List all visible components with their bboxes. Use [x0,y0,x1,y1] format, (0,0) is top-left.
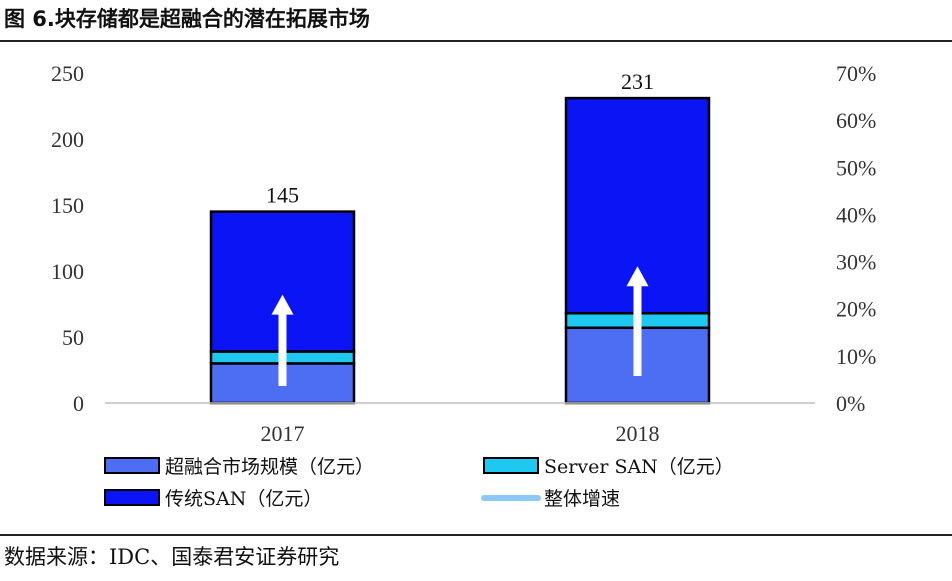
legend: 超融合市场规模（亿元） Server SAN（亿元） 传统SAN（亿元） 整体增速 [104,456,734,510]
y-tick-label: 250 [51,61,84,86]
bar-total-label: 231 [621,69,654,94]
bar-total-label: 145 [266,183,299,208]
growth-arrow-head [271,294,294,315]
legend-swatch [483,457,539,474]
y-tick-label: 200 [51,127,84,152]
legend-label: 整体增速 [544,488,620,510]
top-rule [0,40,952,42]
axes-layer: 0 50 100 150 200 250 0% 10% 20% 30% 40% 50% 60% 70% 20… [51,61,876,446]
y-tick-label: 50 [62,325,84,350]
y-tick-label: 0 [73,391,84,416]
legend-swatch [104,489,160,506]
y2-tick-label: 40% [836,202,876,227]
legend-item-growth: 整体增速 [481,488,620,510]
y-tick-label: 100 [51,259,84,284]
x-tick-label: 2018 [616,421,660,446]
legend-label: 超融合市场规模（亿元） [165,456,374,478]
legend-item-hyper: 超融合市场规模（亿元） [104,456,374,478]
chart-title: 图 6.块存储都是超融合的潜在拓展市场 [4,7,370,31]
legend-item-traditional: 传统SAN（亿元） [104,488,322,510]
growth-arrow-head [626,266,649,287]
y2-tick-label: 30% [836,250,876,275]
growth-arrows-layer [271,266,649,386]
legend-label: Server SAN（亿元） [544,456,734,478]
x-tick-label: 2017 [261,421,305,446]
y2-tick-label: 50% [836,155,876,180]
legend-label: 传统SAN（亿元） [165,488,322,510]
legend-item-server-san: Server SAN（亿元） [483,456,734,478]
bottom-rule [0,534,952,536]
y-tick-label: 150 [51,193,84,218]
y2-tick-label: 70% [836,61,876,86]
chart-area: 145 231 0 50 100 150 200 250 0% 10% 20% 30% 40% 50% 6… [51,61,876,510]
y2-tick-label: 60% [836,108,876,133]
source-note: 数据来源：IDC、国泰君安证券研究 [4,545,340,569]
y2-tick-label: 0% [836,391,865,416]
y2-tick-label: 10% [836,344,876,369]
legend-swatch [104,457,160,474]
y2-tick-label: 20% [836,297,876,322]
